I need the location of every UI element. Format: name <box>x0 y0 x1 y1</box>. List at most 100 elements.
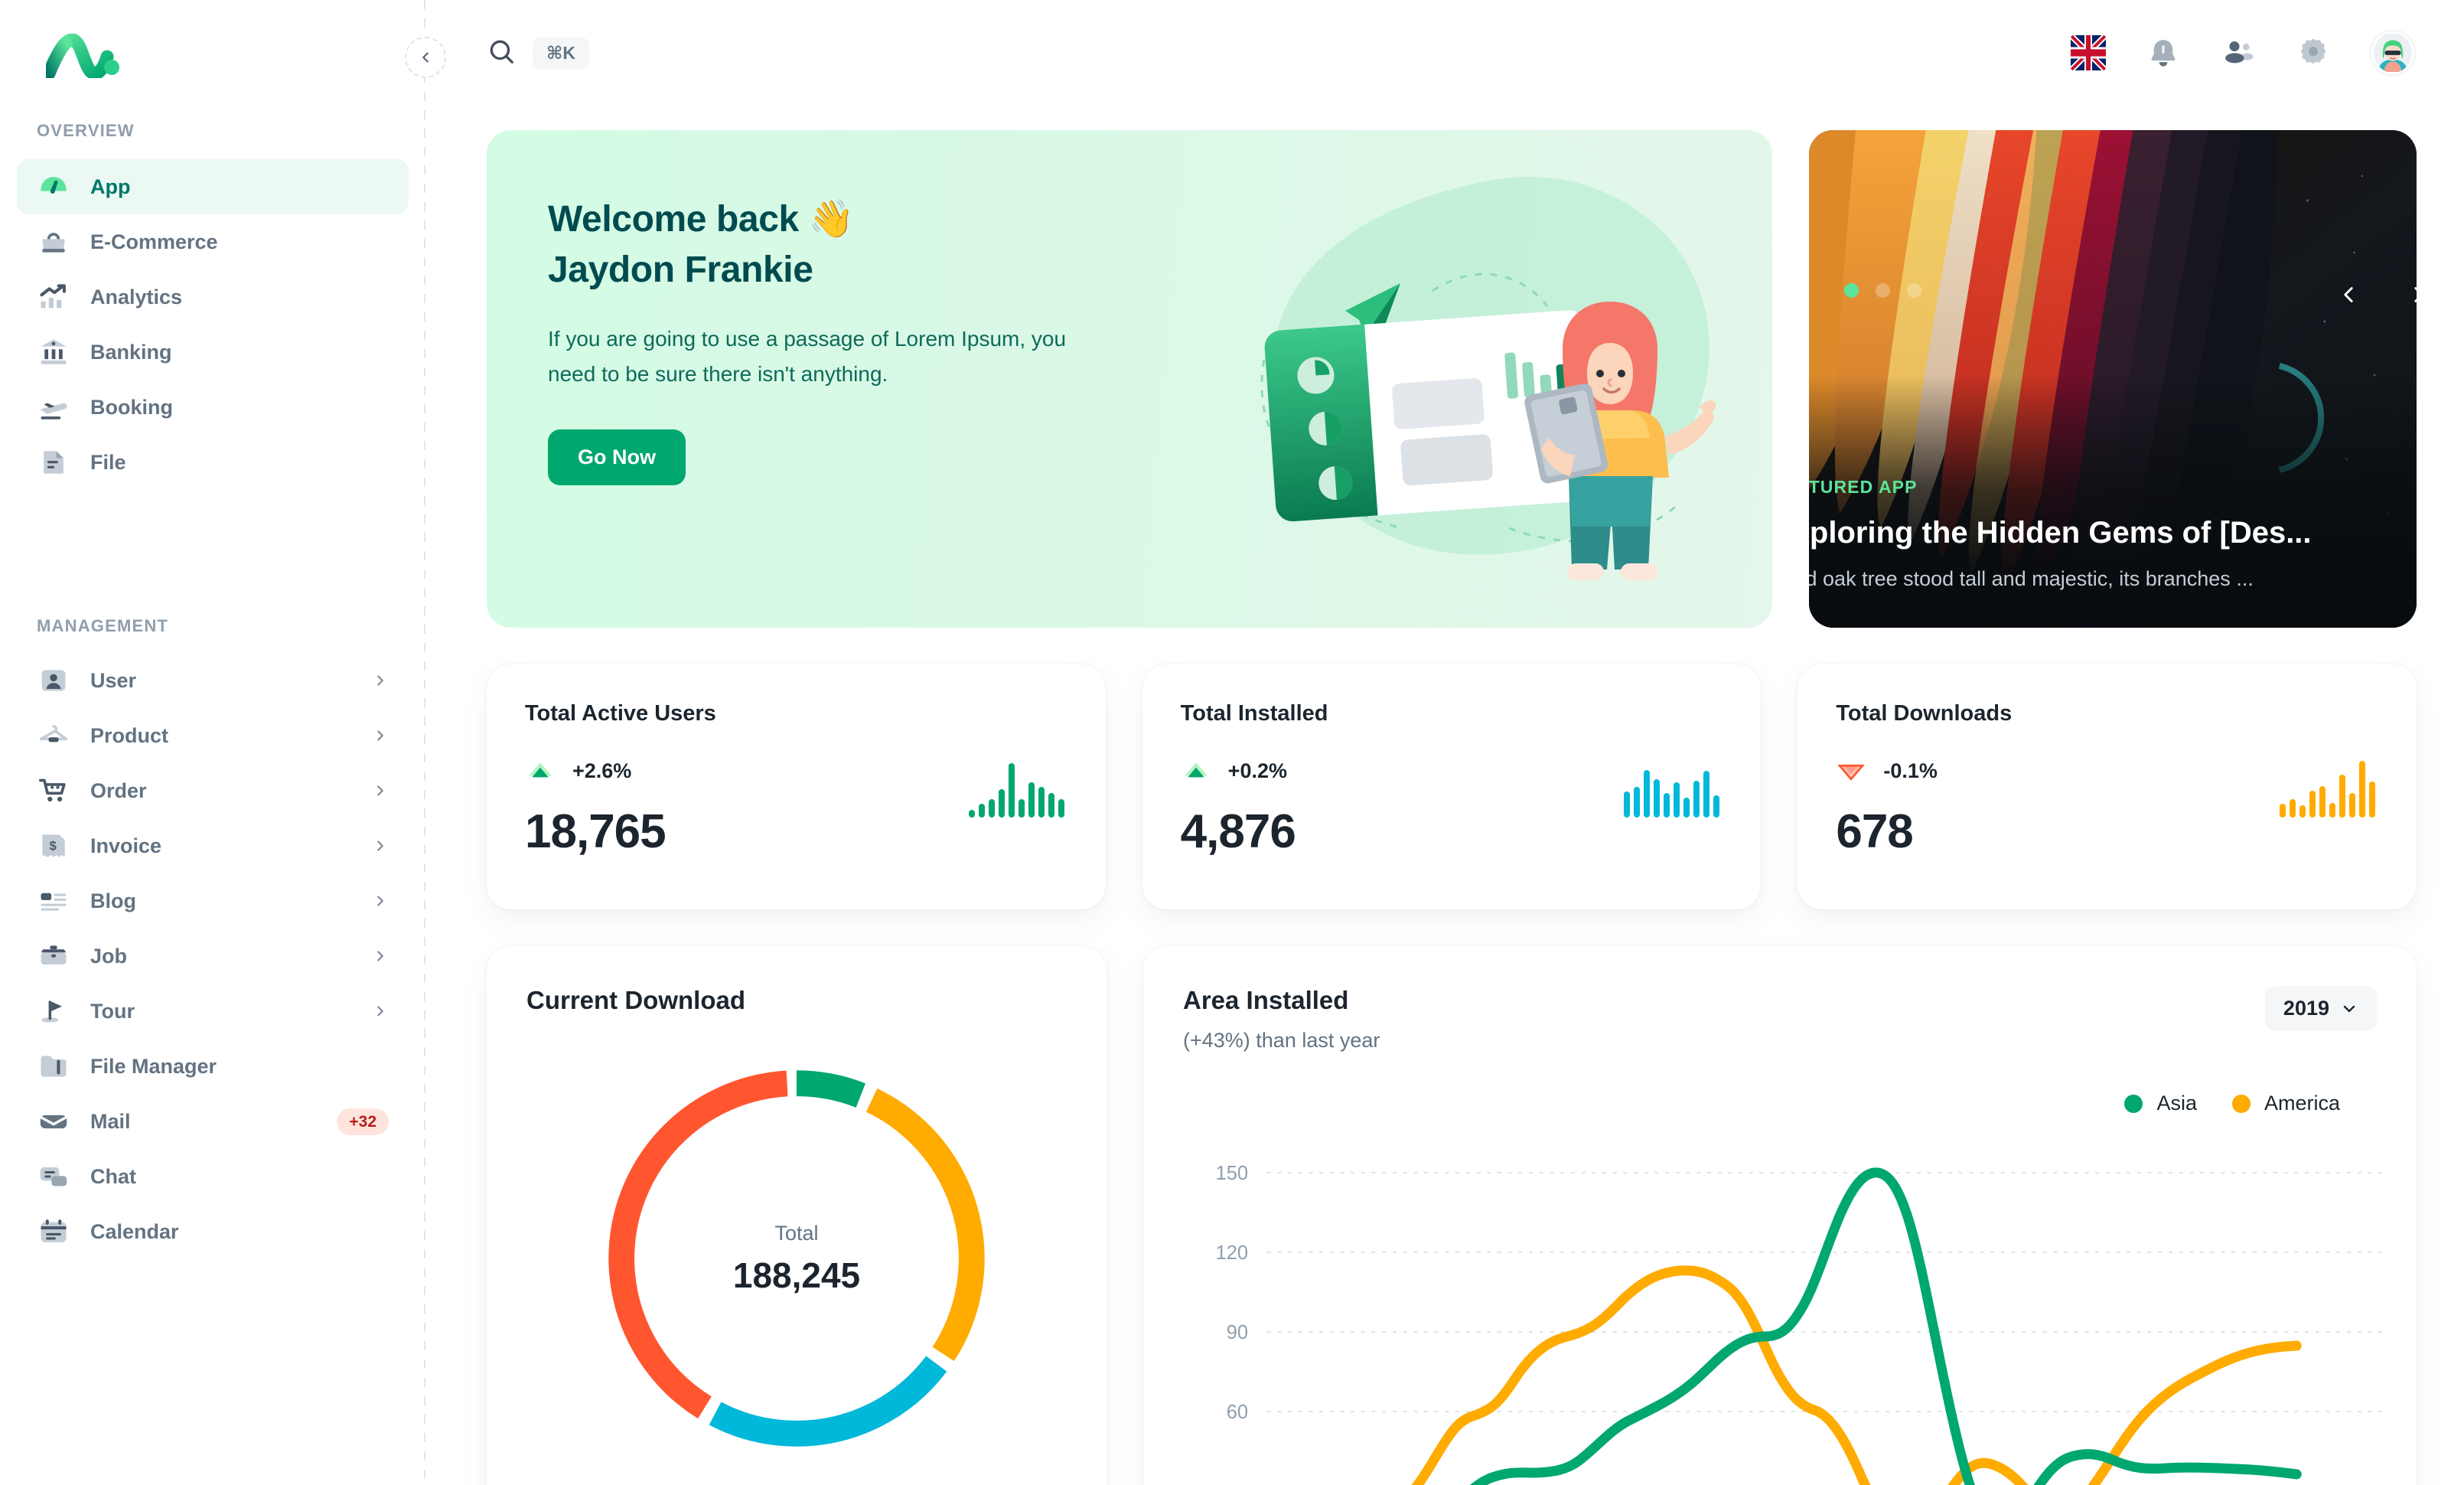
header-actions <box>2069 29 2417 77</box>
sidebar-item-banking[interactable]: Banking <box>17 325 409 380</box>
donut-slice-ios <box>608 1070 985 1447</box>
carousel-next-icon[interactable] <box>2406 282 2417 308</box>
sidebar-item-booking[interactable]: Booking <box>17 380 409 435</box>
sidebar-item-ecommerce[interactable]: E-Commerce <box>17 214 409 269</box>
bell-icon[interactable] <box>2144 34 2182 72</box>
search-button[interactable]: ⌘K <box>487 36 589 70</box>
current-download-card: Current Download Total 188,245 <box>487 946 1107 1485</box>
search-icon[interactable] <box>487 37 516 70</box>
flag-icon[interactable] <box>2069 34 2107 72</box>
line-chart-plot: 150 120 90 60 <box>1216 1163 2387 1485</box>
featured-gradient-overlay <box>1809 375 2417 628</box>
legend-label: America <box>2264 1092 2340 1115</box>
user-icon <box>37 664 70 697</box>
featured-title[interactable]: Exploring the Hidden Gems of [Des... <box>1809 516 2312 550</box>
stat-title: Total Active Users <box>525 701 716 726</box>
sidebar-item-label: User <box>90 668 137 692</box>
featured-app-carousel[interactable]: FEATURED APP Exploring the Hidden Gems o… <box>1809 130 2417 628</box>
stat-value: 18,765 <box>525 805 667 858</box>
card-subtitle: (+43%) than last year <box>1183 1029 1380 1052</box>
card-title: Current Download <box>526 986 745 1014</box>
carousel-dot-2[interactable] <box>1876 283 1890 298</box>
sidebar-item-calendar[interactable]: Calendar <box>17 1204 409 1259</box>
contacts-icon[interactable] <box>2219 34 2257 72</box>
brand-logo[interactable] <box>42 33 119 80</box>
sidebar-item-file-manager[interactable]: File Manager <box>17 1039 409 1094</box>
stat-card-total-downloads: Total Downloads -0.1% 678 <box>1797 664 2417 909</box>
welcome-text-block: Welcome back 👋 Jaydon Frankie If you are… <box>487 130 1160 486</box>
sidebar-item-tour[interactable]: Tour <box>17 984 409 1039</box>
search-shortcut-badge: ⌘K <box>533 36 589 70</box>
sidebar-collapse-button[interactable] <box>405 37 446 78</box>
chevron-right-icon <box>377 840 383 851</box>
svg-text:$: $ <box>50 840 57 853</box>
donut-chart: Total 188,245 <box>598 1059 996 1457</box>
character <box>1524 302 1716 580</box>
sidebar-item-app[interactable]: App <box>17 159 409 214</box>
sidebar-item-label: Invoice <box>90 834 162 857</box>
sidebar-item-label: Banking <box>90 340 172 364</box>
donut-total-label: Total <box>774 1221 819 1245</box>
donut-slice-mac <box>608 1070 985 1447</box>
chevron-right-icon <box>377 951 383 961</box>
ecommerce-icon <box>37 225 70 259</box>
sidebar-item-label: Blog <box>90 889 136 912</box>
sidebar-item-user[interactable]: User <box>17 653 409 708</box>
legend-item-asia[interactable]: Asia <box>2124 1092 2197 1115</box>
sidebar-item-file[interactable]: File <box>17 435 409 490</box>
trending-down-icon <box>1837 764 1866 781</box>
line-series-asia <box>1469 1167 2302 1485</box>
sidebar-item-label: App <box>90 175 131 198</box>
settings-gear-icon[interactable] <box>2294 34 2332 72</box>
sidebar-item-blog[interactable]: Blog <box>17 873 409 929</box>
top-row: Welcome back 👋 Jaydon Frankie If you are… <box>487 130 2417 628</box>
main-content: Welcome back 👋 Jaydon Frankie If you are… <box>425 106 2464 1485</box>
sidebar-item-label: Job <box>90 944 128 968</box>
welcome-description: If you are going to use a passage of Lor… <box>548 327 1067 386</box>
chevron-right-icon <box>377 730 383 741</box>
welcome-illustration <box>1260 273 1716 580</box>
sidebar: OVERVIEW App E-Commerce <box>0 0 446 1485</box>
welcome-greeting: Welcome back 👋 <box>548 199 855 240</box>
sidebar-item-chat[interactable]: Chat <box>17 1149 409 1204</box>
charts-row: Current Download Total 188,245 <box>487 946 2417 1485</box>
stat-cards-row: Total Active Users +2.6% 18,765 <box>487 664 2417 909</box>
carousel-dot-3[interactable] <box>1907 283 1921 298</box>
carousel-dots[interactable] <box>1844 283 1921 298</box>
stat-card-total-active-users: Total Active Users +2.6% 18,765 <box>487 664 1106 909</box>
year-select-value: 2019 <box>2283 997 2329 1020</box>
sidebar-item-label: Tour <box>90 999 135 1023</box>
carousel-dot-1[interactable] <box>1844 283 1859 298</box>
job-icon <box>37 939 70 973</box>
chevron-right-icon <box>377 1006 383 1017</box>
avatar[interactable] <box>2369 29 2417 77</box>
sidebar-item-product[interactable]: Product <box>17 708 409 763</box>
sidebar-item-label: Booking <box>90 395 173 419</box>
welcome-banner: Welcome back 👋 Jaydon Frankie If you are… <box>487 130 1772 628</box>
legend-item-america[interactable]: America <box>2231 1092 2340 1115</box>
sidebar-item-job[interactable]: Job <box>17 929 409 984</box>
legend-swatch-asia <box>2124 1094 2143 1113</box>
sidebar-item-order[interactable]: Order <box>17 763 409 818</box>
product-icon <box>37 719 70 752</box>
stat-trend: +0.2% <box>1181 756 1723 786</box>
sidebar-item-label: Product <box>90 723 169 747</box>
chevron-right-icon <box>377 675 383 686</box>
mail-icon <box>37 1105 70 1138</box>
carousel-prev-icon[interactable] <box>2335 282 2361 308</box>
booking-icon <box>37 390 70 424</box>
go-now-button[interactable]: Go Now <box>548 429 686 486</box>
year-select[interactable]: 2019 <box>2264 986 2377 1031</box>
sidebar-item-mail[interactable]: Mail +32 <box>17 1094 409 1149</box>
top-header: ⌘K <box>425 0 2464 106</box>
sparkline-chart <box>2280 761 2376 818</box>
chevron-right-icon <box>377 785 383 796</box>
carousel-navigation[interactable] <box>2335 282 2417 308</box>
stat-percent: +2.6% <box>572 759 632 782</box>
sidebar-item-analytics[interactable]: Analytics <box>17 269 409 325</box>
sidebar-item-label: File <box>90 450 126 474</box>
chart-legend: Asia America <box>2124 1092 2340 1115</box>
stat-title: Total Installed <box>1180 701 1328 726</box>
y-tick-150: 150 <box>1216 1163 1248 1184</box>
sidebar-item-invoice[interactable]: $ Invoice <box>17 818 409 873</box>
